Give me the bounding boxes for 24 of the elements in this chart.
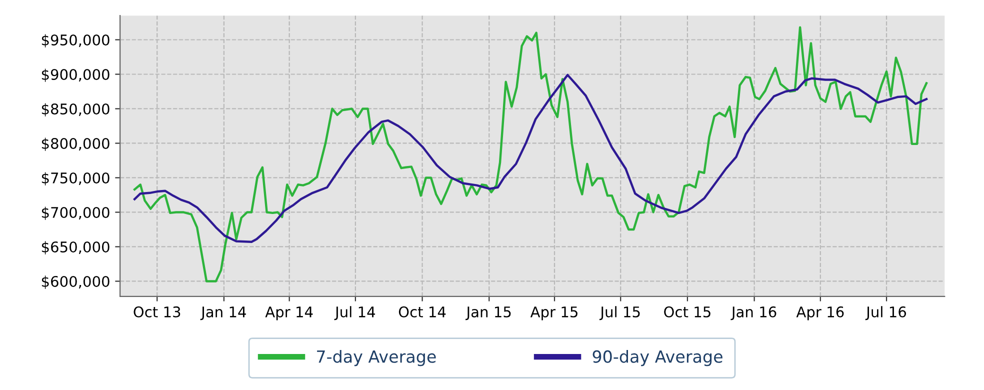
y-tick-label: $700,000: [42, 206, 110, 220]
y-tick-label: $600,000: [42, 276, 110, 289]
line-series: [133, 74, 928, 244]
x-tick-label: Jan 16: [730, 306, 776, 320]
y-tick-label: $950,000: [42, 34, 110, 48]
y-tick-label: $850,000: [42, 103, 110, 116]
x-tick-label: Apr 16: [796, 306, 844, 320]
x-tick-label: Oct 14: [398, 306, 446, 318]
x-tick-label: Jan 14: [200, 306, 246, 320]
y-tick-label: $650,000: [42, 241, 110, 254]
x-tick-label: Oct 13: [134, 306, 180, 318]
legend-label: 7-day Average: [317, 350, 436, 366]
x-tick-label: Jul 15: [599, 306, 640, 320]
x-tick-label: Apr 15: [530, 306, 578, 320]
x-tick-label: Oct 15: [664, 306, 710, 318]
x-tick-label: Jul 14: [334, 306, 376, 320]
y-tick-label: $750,000: [42, 172, 110, 186]
legend-label: 90-day Average: [592, 350, 722, 366]
line-series: [133, 26, 928, 282]
x-tick-label: Jul 16: [865, 306, 906, 320]
x-tick-label: Apr 14: [265, 306, 313, 320]
y-tick-label: $900,000: [42, 68, 110, 82]
x-tick-label: Jan 15: [466, 306, 511, 320]
y-tick-label: $800,000: [42, 138, 110, 151]
